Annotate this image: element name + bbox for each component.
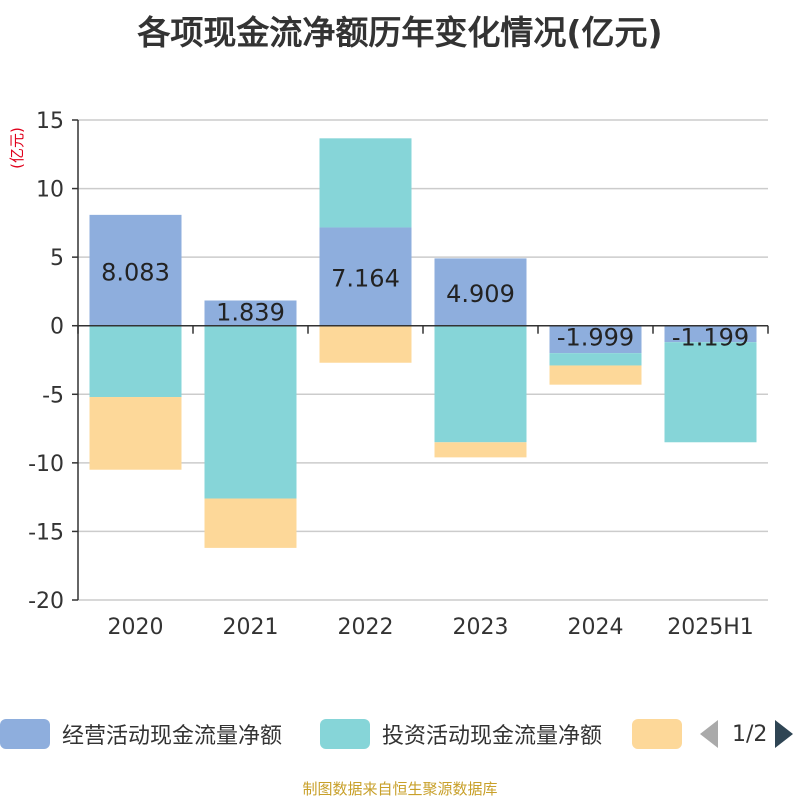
bar-series0-2024 [549, 325, 642, 354]
data-label-2023: 4.909 [446, 280, 515, 308]
bar-series1-2025H1 [664, 342, 757, 443]
bar-series0-2025H1 [664, 325, 757, 343]
data-labels: 8.083 1.839 7.164 4.909 -1.999 -1.199 [101, 258, 749, 351]
bar-series1-2024 [549, 353, 642, 366]
bar-series1-2020 [89, 325, 182, 398]
data-label-2024: -1.999 [557, 324, 634, 352]
bar-series2-2024 [549, 365, 642, 385]
y-tick-label: -10 [28, 452, 64, 477]
x-tick-label: 2023 [453, 615, 509, 640]
axes: 15 10 5 0 -5 -10 -15 -20 2020 2021 2022 2023 2024 202… [8, 109, 769, 640]
bar-series2-2023 [434, 442, 527, 458]
bar-series1-2023 [434, 325, 527, 443]
legend-pager: 1/2 [700, 718, 794, 750]
bar-series0-2023 [434, 258, 527, 326]
y-tick-label: 15 [36, 109, 64, 134]
y-tick-label: -15 [28, 520, 64, 545]
x-tick-label: 2025H1 [667, 615, 754, 640]
chart-title: 各项现金流净额历年变化情况(亿元) [137, 13, 663, 52]
data-label-2021: 1.839 [216, 298, 285, 326]
x-tick-label: 2024 [568, 615, 624, 640]
y-tick-label: -20 [28, 589, 64, 614]
y-tick-label: 10 [36, 178, 64, 203]
grid-lines [78, 119, 768, 601]
x-tick-label: 2021 [223, 615, 279, 640]
x-tick-label: 2022 [338, 615, 394, 640]
bar-series1-2021 [204, 325, 297, 499]
source-note: 制图数据来自恒生聚源数据库 [302, 780, 498, 798]
legend: 经营活动现金流量净额 投资活动现金流量净额 1/2 [0, 712, 800, 756]
x-tick-label: 2020 [108, 615, 164, 640]
legend-swatch-operating [0, 719, 50, 749]
bar-series1-2022 [319, 138, 412, 228]
legend-item-operating[interactable]: 经营活动现金流量净额 [0, 718, 282, 750]
y-unit-label: (亿元) [8, 127, 26, 169]
y-tick-label: 5 [50, 246, 64, 271]
y-tick-label: 0 [50, 315, 64, 340]
data-label-2020: 8.083 [101, 258, 170, 286]
data-label-2025H1: -1.199 [672, 324, 749, 352]
legend-next-icon[interactable] [775, 720, 794, 748]
bar-series2-2022 [319, 325, 412, 363]
y-tick-label: -5 [42, 383, 64, 408]
legend-swatch-third [632, 719, 682, 749]
bar-series0-2022 [319, 227, 412, 326]
bars [89, 138, 757, 548]
bar-series2-2020 [89, 397, 182, 470]
legend-label-operating: 经营活动现金流量净额 [62, 724, 283, 749]
bar-series0-2020 [89, 214, 182, 326]
bar-series0-2021 [204, 300, 297, 326]
legend-label-investing: 投资活动现金流量净额 [382, 724, 603, 749]
legend-item-third[interactable] [632, 718, 682, 750]
legend-page-indicator: 1/2 [732, 721, 768, 747]
data-label-2022: 7.164 [331, 265, 400, 293]
legend-item-investing[interactable]: 投资活动现金流量净额 [320, 718, 602, 750]
legend-prev-icon[interactable] [700, 720, 718, 748]
bar-series2-2021 [204, 498, 297, 548]
legend-swatch-investing [320, 719, 370, 749]
